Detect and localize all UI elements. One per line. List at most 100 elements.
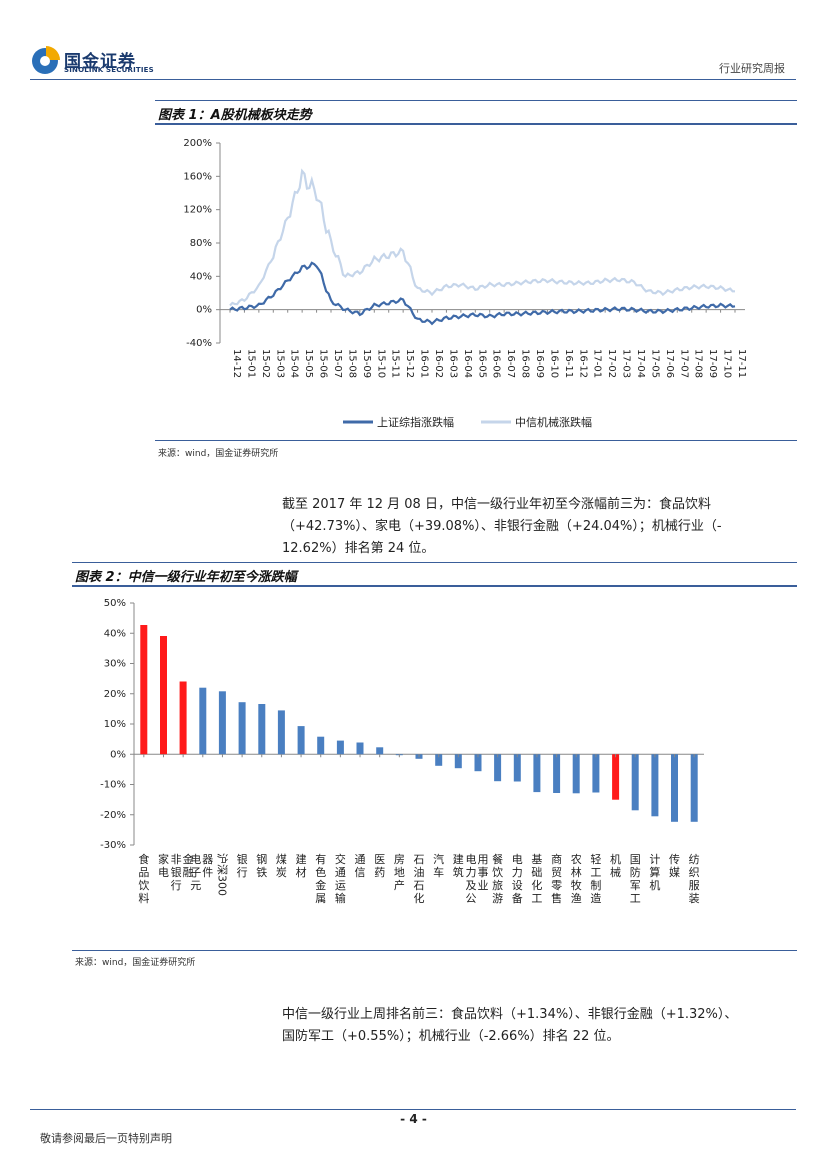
x-tick-label: 15-11 xyxy=(390,349,401,378)
paragraph-1-line-1: 截至 2017 年 12 月 08 日，中信一级行业年初至今涨幅前三为：食品饮料 xyxy=(282,497,711,512)
x-tick-label: 17-04 xyxy=(635,349,646,378)
x-tick-char: 行 xyxy=(171,879,182,892)
x-tick-label: 16-11 xyxy=(563,349,574,378)
x-tick-char: 银 xyxy=(237,852,248,866)
x-tick-label: 16-12 xyxy=(577,349,588,378)
x-tick-label: 17-09 xyxy=(707,349,718,378)
fig1-title: 图表 1：A股机械板块走势 xyxy=(158,108,312,123)
x-tick-char: 油 xyxy=(414,865,425,879)
x-tick-char: 地 xyxy=(394,866,405,879)
footer-disclaimer: 敬请参阅最后一页特别声明 xyxy=(40,1132,172,1145)
x-tick-char: 机 xyxy=(649,878,660,892)
x-tick-label: 15-03 xyxy=(274,349,285,378)
bar-chart-bars xyxy=(140,625,698,822)
bar-19 xyxy=(494,754,502,782)
x-tick-char: 械 xyxy=(610,865,621,879)
x-tick-char: 制 xyxy=(590,879,601,892)
bar-26 xyxy=(631,754,639,811)
bar-21 xyxy=(533,754,541,793)
x-tick-char: 机 xyxy=(610,852,621,866)
x-tick-char: 服 xyxy=(689,879,700,892)
x-tick-char: 备 xyxy=(512,891,523,905)
x-tick-char: 化 xyxy=(531,878,542,892)
x-tick-char: 属 xyxy=(315,892,326,905)
legend: 上证综指涨跌幅 中信机械涨跌幅 xyxy=(343,415,592,429)
x-tick-char: 材 xyxy=(296,865,307,879)
paragraph-2-line-2: 国防军工（+0.55%）；机械行业（-2.66%）排名 22 位。 xyxy=(282,1029,620,1044)
line-chart-axes xyxy=(219,143,745,343)
bar-25 xyxy=(612,754,620,800)
x-tick-char: 防 xyxy=(630,865,641,879)
series-line-shanghai xyxy=(229,261,736,326)
x-tick-label: 传媒 xyxy=(669,853,680,879)
bar-5 xyxy=(218,691,226,755)
x-tick-char: 产 xyxy=(394,878,405,892)
x-tick-char: 轻 xyxy=(590,852,601,866)
x-tick-char: 色 xyxy=(315,865,326,879)
report-type: 行业研究周报 xyxy=(719,62,785,75)
x-tick-label: 14-12 xyxy=(231,349,242,378)
x-tick-label: 建材 xyxy=(296,852,307,879)
x-tick-char: 饮 xyxy=(492,866,503,879)
y-tick-label: -30% xyxy=(100,840,126,851)
x-tick-char: 件 xyxy=(202,866,213,879)
y-tick-label: 50% xyxy=(104,598,126,609)
bar-16 xyxy=(435,754,443,766)
x-tick-char: 有 xyxy=(315,852,326,866)
y-tick-label: 0% xyxy=(110,749,126,760)
x-tick-char: 旅 xyxy=(492,878,503,892)
x-tick-char: 输 xyxy=(335,891,346,905)
x-tick-label: 汽车 xyxy=(433,852,444,879)
x-tick-char: 子 xyxy=(190,866,201,879)
fig2-title-rule xyxy=(72,585,797,587)
x-tick-char: 药 xyxy=(374,866,385,879)
bar-17 xyxy=(454,754,462,769)
x-tick-label: 建筑 xyxy=(453,852,464,879)
bar-11 xyxy=(336,740,344,755)
x-tick-char: 算 xyxy=(649,865,660,879)
x-tick-label: 17-02 xyxy=(606,349,617,378)
paragraph-1-line-2: （+42.73%）、家电（+39.08%）、非银行金融（+24.04%）；机械行… xyxy=(282,519,722,534)
x-tick-label: 15-07 xyxy=(332,349,343,378)
x-tick-char: 元 xyxy=(190,879,201,892)
x-tick-char: 媒 xyxy=(669,866,680,879)
bar-3 xyxy=(179,681,187,755)
fig2-source: 来源：wind，国金证券研究所 xyxy=(75,958,196,968)
x-tick-char: 车 xyxy=(433,865,444,879)
x-tick-char: 融 xyxy=(183,866,194,879)
x-tick-char: 力 xyxy=(512,866,523,879)
bar-7 xyxy=(258,704,266,755)
x-tick-char: 农 xyxy=(571,852,582,866)
fig1-title-rule xyxy=(155,123,797,125)
paragraph-1-line-3: 12.62%）排名第 24 位。 xyxy=(282,541,435,556)
bar-22 xyxy=(553,754,561,793)
bar-29 xyxy=(690,754,698,822)
x-tick-label: 16-07 xyxy=(505,349,516,378)
x-tick-char: 房 xyxy=(394,853,405,866)
x-tick-char: 运 xyxy=(335,879,346,892)
x-tick-char: 家 xyxy=(158,852,169,866)
x-tick-char: 计 xyxy=(649,853,660,866)
x-tick-char: 业 xyxy=(477,879,488,892)
x-tick-char: 交 xyxy=(335,852,346,866)
y-tick-label: 0% xyxy=(196,305,212,316)
x-tick-label: 16-10 xyxy=(548,349,559,378)
x-tick-label: 16-08 xyxy=(520,349,531,378)
x-tick-label: 17-03 xyxy=(621,349,632,378)
bar-10 xyxy=(317,736,325,755)
x-tick-char: 餐 xyxy=(492,852,503,866)
x-tick-label: 17-08 xyxy=(693,349,704,378)
x-tick-label: 15-02 xyxy=(260,349,271,378)
page-number: - 4 - xyxy=(400,1112,427,1126)
bar-6 xyxy=(238,702,246,755)
x-tick-char: 钢 xyxy=(256,853,267,866)
fig1-source: 来源：wind，国金证券研究所 xyxy=(158,449,279,459)
bar-4 xyxy=(199,687,207,755)
